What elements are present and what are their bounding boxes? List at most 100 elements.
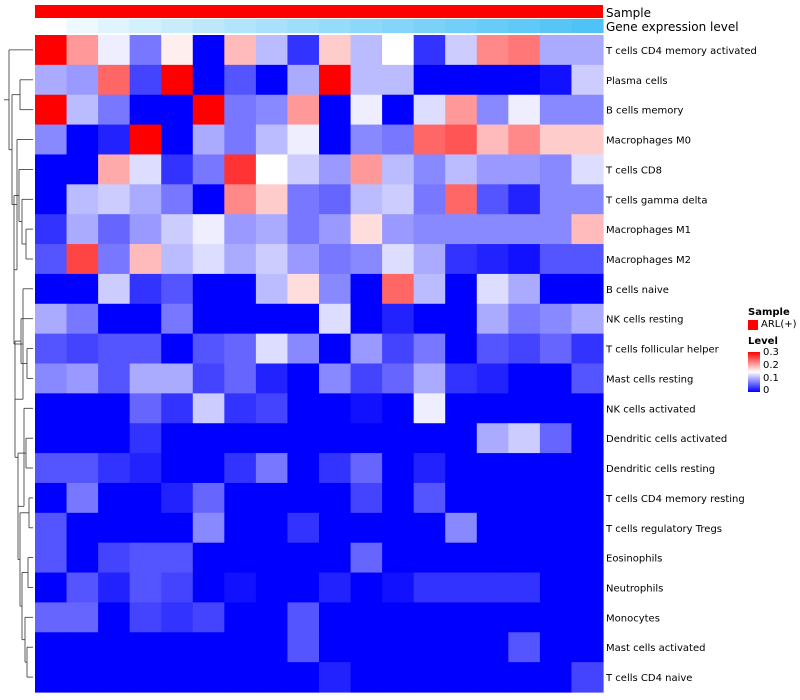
heatmap-cell xyxy=(319,363,352,394)
expression-annotation-cell xyxy=(255,19,289,33)
heatmap-cell xyxy=(539,214,573,245)
heatmap-cell xyxy=(350,273,383,305)
heatmap-cell xyxy=(539,244,573,275)
heatmap-cell xyxy=(571,303,604,335)
heatmap-cell xyxy=(129,602,162,633)
heatmap-cell xyxy=(319,662,352,693)
heatmap-cell xyxy=(255,154,289,185)
heatmap-cell xyxy=(350,94,383,126)
heatmap-cell xyxy=(255,632,289,663)
heatmap-cell xyxy=(255,184,289,215)
heatmap-cell xyxy=(508,214,541,245)
heatmap-cell xyxy=(129,363,162,394)
heatmap-cell xyxy=(445,35,478,66)
heatmap-cell xyxy=(476,572,509,604)
sample-annotation-bar xyxy=(35,5,603,18)
heatmap-cell xyxy=(224,662,257,693)
row-label: Mast cells resting xyxy=(606,374,693,385)
heatmap-cell xyxy=(382,512,415,544)
heatmap-cell xyxy=(255,333,289,365)
heatmap-cell xyxy=(413,94,446,126)
heatmap-cell xyxy=(571,214,604,245)
row-label: T cells regulatory Tregs xyxy=(605,524,722,535)
heatmap-cell xyxy=(350,572,383,604)
heatmap-cell xyxy=(161,512,194,544)
heatmap-cell xyxy=(161,572,194,604)
heatmap-cell xyxy=(287,662,320,693)
heatmap-cell xyxy=(571,423,604,454)
heatmap-cell xyxy=(287,363,320,394)
heatmap-cell xyxy=(508,393,541,424)
heatmap-cell xyxy=(413,244,446,275)
heatmap-cell xyxy=(287,333,320,365)
heatmap-cell xyxy=(476,662,509,693)
heatmap-cell xyxy=(350,244,383,275)
heatmap-cell xyxy=(35,542,68,574)
expression-annotation-cell xyxy=(445,19,478,33)
heatmap-cell xyxy=(255,124,289,156)
heatmap-cell xyxy=(382,303,415,335)
heatmap-cell xyxy=(287,64,320,96)
heatmap-cell xyxy=(382,94,415,126)
heatmap-cell xyxy=(35,602,68,633)
heatmap-cell xyxy=(161,662,194,693)
heatmap-cell xyxy=(192,423,225,454)
heatmap-cell xyxy=(508,154,541,185)
heatmap-cell xyxy=(571,35,604,66)
heatmap-cell xyxy=(98,542,131,574)
heatmap-cell xyxy=(161,423,194,454)
heatmap-cell xyxy=(192,333,225,365)
heatmap-cell xyxy=(192,184,225,215)
heatmap-cell xyxy=(66,512,99,544)
heatmap-cell xyxy=(35,64,68,96)
heatmap-cell xyxy=(539,64,573,96)
heatmap-cell xyxy=(35,184,68,215)
heatmap-cell xyxy=(539,273,573,305)
heatmap-cell xyxy=(98,393,131,424)
heatmap-cell xyxy=(445,602,478,633)
row-label: Monocytes xyxy=(606,613,660,624)
heatmap-cell xyxy=(98,94,131,126)
heatmap-cell xyxy=(382,662,415,693)
heatmap-cell xyxy=(224,363,257,394)
level-tick: 0.2 xyxy=(763,360,779,371)
heatmap-cell xyxy=(255,273,289,305)
heatmap-cell xyxy=(319,333,352,365)
heatmap-cell xyxy=(35,244,68,275)
heatmap-cell xyxy=(382,64,415,96)
heatmap-cell xyxy=(224,512,257,544)
heatmap-cell xyxy=(98,154,131,185)
heatmap-cell xyxy=(445,453,478,484)
heatmap-cell xyxy=(224,393,257,424)
heatmap-cell xyxy=(224,94,257,126)
heatmap-cell xyxy=(382,184,415,215)
heatmap-cell xyxy=(413,273,446,305)
heatmap-cell xyxy=(287,542,320,574)
heatmap-cell xyxy=(319,512,352,544)
heatmap-cell xyxy=(66,542,99,574)
heatmap-cell xyxy=(224,632,257,663)
row-labels: T cells CD4 memory activated Plasma cells… xyxy=(605,46,757,684)
level-tick: 0.1 xyxy=(763,373,779,384)
heatmap-cell xyxy=(35,512,68,544)
heatmap-cell xyxy=(445,363,478,394)
heatmap-cell xyxy=(192,124,225,156)
heatmap-cell xyxy=(350,393,383,424)
heatmap-cell xyxy=(350,214,383,245)
heatmap-cell xyxy=(129,453,162,484)
heatmap-cell xyxy=(129,94,162,126)
row-label: T cells CD4 memory resting xyxy=(605,494,745,505)
heatmap-cell xyxy=(66,184,99,215)
heatmap-cell xyxy=(98,244,131,275)
heatmap-cell xyxy=(539,154,573,185)
sample-legend-title: Sample xyxy=(748,307,790,318)
row-label: T cells CD4 naive xyxy=(605,673,692,684)
heatmap-cell xyxy=(382,214,415,245)
heatmap-cell xyxy=(129,214,162,245)
heatmap-cell xyxy=(161,333,194,365)
heatmap-cell xyxy=(192,64,225,96)
heatmap-cell xyxy=(319,64,352,96)
heatmap-cell xyxy=(571,542,604,574)
row-dendrogram xyxy=(4,49,33,678)
heatmap-cell xyxy=(98,64,131,96)
